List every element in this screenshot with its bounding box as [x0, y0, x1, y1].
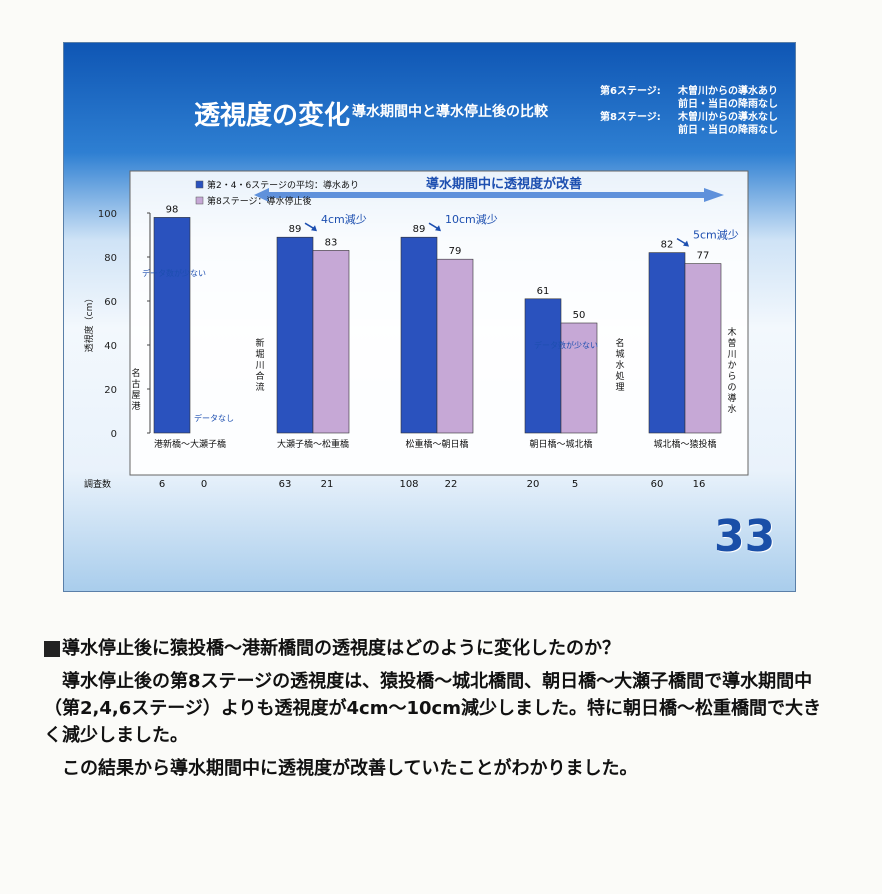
no-data-note: データなし	[194, 413, 234, 423]
x-tick-label: 城北橋～猿投橋	[653, 438, 716, 450]
slide-subtitle: 導水期間中と導水停止後の比較	[352, 104, 548, 120]
y-tick-label: 100	[98, 209, 117, 220]
reduction-arrowhead	[683, 240, 689, 247]
few-data-note: データ数が少ない	[534, 340, 598, 350]
site-note-vertical: 水	[615, 359, 624, 371]
survey-count: 16	[693, 479, 706, 490]
paragraph-1: 導水停止後の第8ステージの透視度は、猿投橋～城北橋間、朝日橋～大瀬子橋間で導水期…	[44, 671, 821, 746]
survey-count: 6	[159, 479, 165, 490]
bar	[684, 263, 722, 434]
site-note-vertical: 川	[727, 350, 736, 360]
bar	[400, 236, 438, 434]
paragraph-2: この結果から導水期間中に透視度が改善していたことがわかりました。	[62, 758, 638, 779]
bar-value-label: 89	[413, 224, 426, 235]
stage-note-line: 前日・当日の降雨なし	[678, 99, 778, 110]
bar	[153, 217, 191, 434]
x-tick-label: 朝日橋～城北橋	[529, 438, 592, 450]
reduction-label: 4cm減少	[321, 212, 367, 226]
explanation-text: 導水停止後に猿投橋～港新橋間の透視度はどのように変化したのか？ 導水停止後の第8…	[44, 635, 834, 782]
reduction-arrowhead	[311, 225, 317, 232]
slide-title: 透視度の変化	[194, 101, 351, 131]
site-note-vertical: 合	[255, 370, 264, 382]
survey-count: 22	[445, 479, 458, 490]
bar-value-label: 61	[537, 286, 550, 297]
y-tick-label: 20	[104, 385, 117, 396]
stage-note-line: 木曽川からの導水なし	[678, 112, 778, 123]
bar-value-label: 77	[697, 251, 710, 262]
site-note-vertical: 城	[615, 349, 624, 360]
survey-count: 60	[651, 479, 664, 490]
survey-count: 108	[399, 479, 418, 490]
site-note-vertical: か	[727, 360, 736, 371]
x-tick-label: 港新橋～大瀬子橋	[154, 438, 226, 450]
y-tick-label: 60	[104, 297, 117, 308]
site-note-vertical: 堀	[255, 349, 264, 360]
y-tick-label: 0	[111, 429, 117, 440]
site-note-vertical: 名	[131, 367, 140, 379]
stage-note: 第6ステージ: 木曽川からの導水あり 前日・当日の降雨なし	[600, 85, 778, 111]
page-number: 33	[714, 511, 776, 562]
bar	[648, 252, 686, 434]
bar-value-label: 82	[661, 240, 674, 251]
site-note-vertical: 港	[131, 400, 140, 412]
survey-count-label: 調査数	[84, 478, 111, 490]
site-note-vertical: 名	[615, 337, 624, 349]
bar-value-label: 79	[449, 246, 462, 257]
stage-notes: 第6ステージ: 木曽川からの導水あり 前日・当日の降雨なし 第8ステージ: 木曽…	[600, 85, 778, 137]
site-note-vertical: の	[727, 383, 736, 393]
y-tick-label: 80	[104, 253, 117, 264]
legend-swatch	[195, 196, 204, 205]
reduction-arrowhead	[435, 225, 441, 232]
site-note-vertical: 導	[727, 392, 736, 404]
y-axis-label: 透視度（cm）	[83, 294, 95, 353]
stage-note-line: 前日・当日の降雨なし	[678, 125, 778, 136]
reduction-label: 5cm減少	[693, 228, 739, 242]
site-note-vertical: 新	[255, 337, 264, 349]
bar-value-label: 83	[325, 237, 338, 248]
stage-note: 第8ステージ: 木曽川からの導水なし 前日・当日の降雨なし	[600, 111, 778, 137]
survey-count: 5	[572, 479, 578, 490]
stage-note-label: 第6ステージ:	[600, 86, 661, 97]
site-note-vertical: 水	[727, 403, 736, 415]
site-note-vertical: 理	[615, 382, 624, 393]
bar	[312, 250, 350, 434]
legend-label: 第2・4・6ステージの平均：導水あり	[207, 179, 359, 191]
x-tick-label: 大瀬子橋～松重橋	[277, 438, 349, 450]
site-note-vertical: 川	[255, 361, 264, 371]
bar-value-label: 98	[166, 204, 179, 215]
banner-text: 導水期間中に透視度が改善	[426, 176, 582, 192]
stage-note-label: 第8ステージ:	[600, 112, 661, 123]
few-data-note: データ数が少ない	[142, 268, 206, 278]
stage-note-line: 木曽川からの導水あり	[678, 86, 778, 97]
survey-count: 20	[527, 479, 540, 490]
legend-swatch	[195, 180, 204, 189]
site-note-vertical: 屋	[131, 390, 140, 401]
site-note-vertical: 処	[615, 370, 624, 382]
survey-count: 21	[321, 479, 334, 490]
site-note-vertical: 曽	[727, 337, 736, 349]
survey-count: 63	[279, 479, 292, 490]
site-note-vertical: ら	[727, 371, 736, 382]
slide-panel: 透視度の変化 導水期間中と導水停止後の比較 第6ステージ: 木曽川からの導水あり…	[63, 42, 796, 592]
legend-label: 第8ステージ：導水停止後	[207, 195, 312, 207]
bar	[560, 322, 598, 434]
site-note-vertical: 流	[255, 381, 264, 393]
bar	[524, 298, 562, 434]
question-heading: 導水停止後に猿投橋～港新橋間の透視度はどのように変化したのか？	[44, 635, 834, 662]
banner-double-arrow	[254, 188, 724, 202]
bar-value-label: 50	[573, 310, 586, 321]
transparency-bar-chart: 020406080100透視度（cm）導水期間中に透視度が改善第2・4・6ステー…	[83, 170, 749, 490]
bar-value-label: 89	[289, 224, 302, 235]
question-text: 導水停止後に猿投橋～港新橋間の透視度はどのように変化したのか？	[62, 638, 620, 659]
bar	[276, 236, 314, 434]
x-tick-label: 松重橋～朝日橋	[405, 438, 468, 450]
site-note-vertical: 古	[131, 378, 140, 390]
y-tick-label: 40	[104, 341, 117, 352]
bar	[436, 258, 474, 434]
square-bullet-icon	[44, 640, 60, 657]
reduction-label: 10cm減少	[445, 212, 498, 226]
site-note-vertical: 木	[727, 326, 736, 338]
survey-count: 0	[201, 479, 207, 490]
